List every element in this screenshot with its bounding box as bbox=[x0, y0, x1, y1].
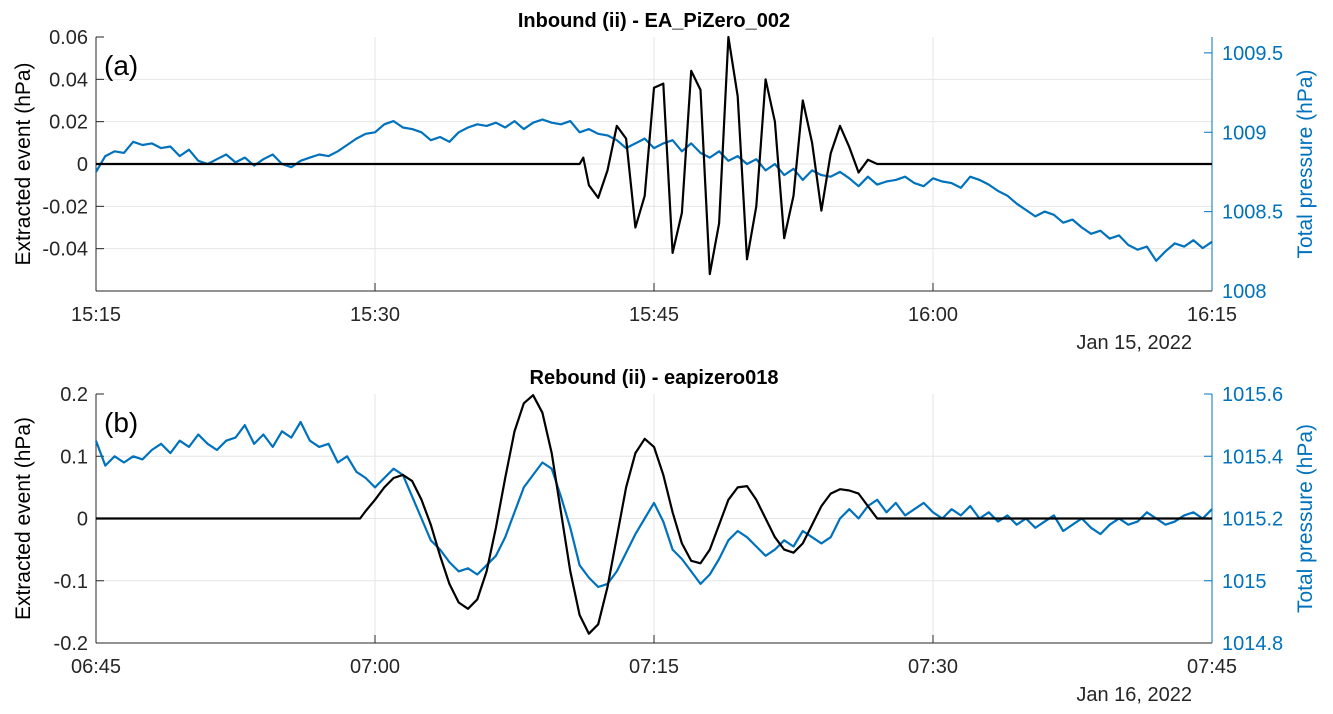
x-date-label: Jan 15, 2022 bbox=[1076, 332, 1192, 354]
x-tick-label: 15:30 bbox=[350, 304, 400, 326]
y-left-axis-label: Extracted event (hPa) bbox=[12, 62, 35, 265]
y-left-tick-label: 0.04 bbox=[49, 69, 88, 91]
extracted-event-line bbox=[96, 35, 1212, 276]
extracted-event-line bbox=[96, 394, 1212, 635]
x-tick-label: 07:00 bbox=[350, 656, 400, 678]
y-right-tick-label: 1014.8 bbox=[1222, 633, 1283, 655]
x-tick-label: 15:45 bbox=[629, 304, 679, 326]
x-tick-label: 07:15 bbox=[629, 656, 679, 678]
x-tick-label: 16:00 bbox=[908, 304, 958, 326]
panel-label: (b) bbox=[104, 407, 138, 438]
x-tick-label: 16:15 bbox=[1187, 304, 1237, 326]
panel-inbound: 15:15 15:30 15:45 16:00 16:15 -0.04 -0.02 0 0.02… bbox=[12, 10, 1317, 354]
panel-rebound: 06:45 07:00 07:15 07:30 07:45 -0.2 -0.1 0 0.1 0.2… bbox=[12, 367, 1317, 706]
y-left-tick-label: -0.04 bbox=[42, 239, 88, 261]
y-right-tick-label: 1009 bbox=[1222, 122, 1267, 144]
y-right-tick-label: 1009.5 bbox=[1222, 43, 1283, 65]
y-right-axis-label: Total pressure (hPa) bbox=[1294, 424, 1317, 613]
y-right-tick-label: 1015 bbox=[1222, 571, 1267, 593]
chart-title: Rebound (ii) - eapizero018 bbox=[530, 367, 779, 389]
x-tick-label: 07:45 bbox=[1187, 656, 1237, 678]
x-tick-label: 06:45 bbox=[71, 656, 121, 678]
y-right-tick-label: 1008.5 bbox=[1222, 202, 1283, 224]
y-left-tick-label: 0.2 bbox=[60, 384, 88, 406]
y-left-tick-label: 0.1 bbox=[60, 446, 88, 468]
y-right-tick-label: 1008 bbox=[1222, 281, 1267, 303]
y-left-tick-label: -0.1 bbox=[54, 571, 88, 593]
y-left-tick-label: 0.06 bbox=[49, 27, 88, 49]
y-left-tick-label: 0 bbox=[77, 509, 88, 531]
y-right-tick-label: 1015.4 bbox=[1222, 446, 1283, 468]
x-tick-label: 07:30 bbox=[908, 656, 958, 678]
y-left-tick-label: 0.02 bbox=[49, 112, 88, 134]
panel-label: (a) bbox=[104, 50, 138, 81]
y-left-tick-label: -0.2 bbox=[54, 633, 88, 655]
y-right-tick-label: 1015.6 bbox=[1222, 384, 1283, 406]
chart-title: Inbound (ii) - EA_PiZero_002 bbox=[518, 10, 790, 32]
y-right-tick-label: 1015.2 bbox=[1222, 509, 1283, 531]
y-left-axis-label: Extracted event (hPa) bbox=[12, 417, 35, 620]
y-left-tick-label: 0 bbox=[77, 154, 88, 176]
y-right-axis-label: Total pressure (hPa) bbox=[1294, 69, 1317, 258]
x-tick-label: 15:15 bbox=[71, 304, 121, 326]
x-date-label: Jan 16, 2022 bbox=[1076, 684, 1192, 706]
y-left-tick-label: -0.02 bbox=[42, 196, 88, 218]
